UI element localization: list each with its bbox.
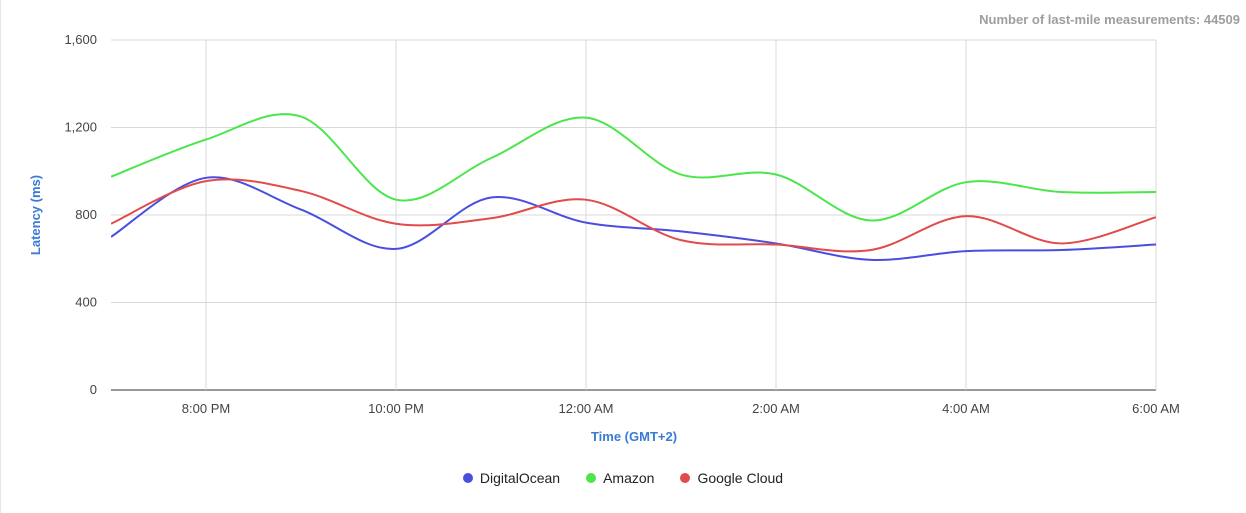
y-tick-label: 400 (75, 295, 97, 310)
legend-item-digitalocean[interactable]: DigitalOcean (462, 470, 561, 486)
legend-dot-icon (462, 473, 473, 483)
chart-legend: DigitalOcean Amazon Google Cloud (0, 470, 1246, 486)
x-tick-labels: 8:00 PM 10:00 PM 12:00 AM 2:00 AM 4:00 AM 6:0… (182, 401, 1180, 416)
x-tick-label: 2:00 AM (752, 401, 800, 416)
measurement-count-note: Number of last-mile measurements: 44509 (979, 12, 1240, 27)
x-tick-label: 8:00 PM (182, 401, 230, 416)
series-lines (111, 113, 1156, 261)
x-tick-label: 4:00 AM (942, 401, 990, 416)
legend-dot-icon (586, 473, 597, 483)
y-tick-label: 1,200 (64, 120, 97, 135)
y-tick-label: 1,600 (64, 32, 97, 47)
x-tick-label: 6:00 AM (1132, 401, 1180, 416)
y-tick-labels: 0 400 800 1,200 1,600 (64, 32, 97, 397)
series-line-digitalocean (111, 176, 1156, 261)
grid-lines (111, 39, 1157, 391)
x-tick-label: 10:00 PM (368, 401, 424, 416)
legend-item-google-cloud[interactable]: Google Cloud (680, 470, 783, 486)
legend-label: DigitalOcean (479, 470, 561, 486)
y-axis-label: Latency (ms) (28, 175, 43, 255)
series-line-amazon (111, 113, 1156, 222)
y-tick-label: 800 (75, 207, 97, 222)
series-line-google-cloud (111, 178, 1156, 253)
legend-label: Google Cloud (697, 470, 784, 486)
x-axis-label: Time (GMT+2) (591, 429, 677, 444)
legend-dot-icon (680, 473, 691, 483)
legend-label: Amazon (603, 470, 655, 486)
legend-item-amazon[interactable]: Amazon (586, 470, 654, 486)
y-tick-label: 0 (90, 382, 97, 397)
x-tick-label: 12:00 AM (559, 401, 614, 416)
